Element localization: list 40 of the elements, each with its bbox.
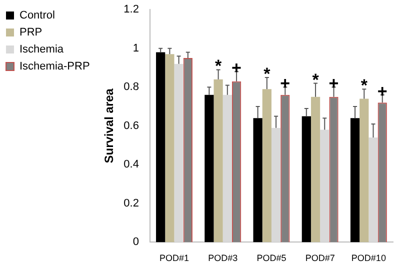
legend-label: Ischemia: [20, 44, 64, 56]
x-tick-label: POD#3: [208, 253, 238, 264]
bar: [174, 64, 184, 242]
bar: [271, 128, 281, 242]
bar: [222, 94, 232, 242]
y-tick-label: 1.2: [124, 4, 139, 16]
y-tick-label: 0.8: [124, 81, 139, 94]
bar: [310, 96, 320, 242]
annotation: *: [264, 64, 271, 84]
y-tick-label: 0.4: [124, 158, 139, 171]
x-tick-label: POD#5: [256, 253, 286, 264]
legend-label: Ischemia-PRP: [20, 60, 90, 73]
bar: [350, 118, 360, 242]
y-tick-label: 0.6: [124, 120, 139, 132]
bar: [262, 89, 272, 242]
annotation: +: [280, 74, 290, 94]
annotation: *: [360, 76, 368, 96]
bar: [253, 118, 262, 242]
annotation: +: [377, 82, 388, 101]
annotation: *: [312, 70, 320, 90]
annotation: *: [214, 56, 222, 76]
bar: [368, 138, 378, 242]
bar: [302, 116, 311, 242]
y-tick-label: 0: [132, 236, 139, 248]
legend-label: PRP: [20, 26, 42, 39]
x-tick-label: POD#7: [305, 253, 335, 264]
bar: [165, 54, 174, 242]
bar: [204, 94, 214, 242]
x-tick-label: POD#10: [351, 253, 386, 264]
bar: [156, 52, 166, 242]
y-tick-label: 0.2: [124, 197, 139, 210]
legend-label: Control: [20, 10, 55, 22]
annotation: +: [232, 58, 242, 78]
bar: [360, 98, 369, 242]
y-axis-title: Survival area: [102, 88, 116, 164]
x-tick-label: POD#1: [159, 253, 190, 264]
bar: [214, 79, 223, 242]
bar: [320, 130, 330, 242]
y-tick-label: 1: [132, 42, 139, 54]
annotation: +: [328, 74, 339, 94]
